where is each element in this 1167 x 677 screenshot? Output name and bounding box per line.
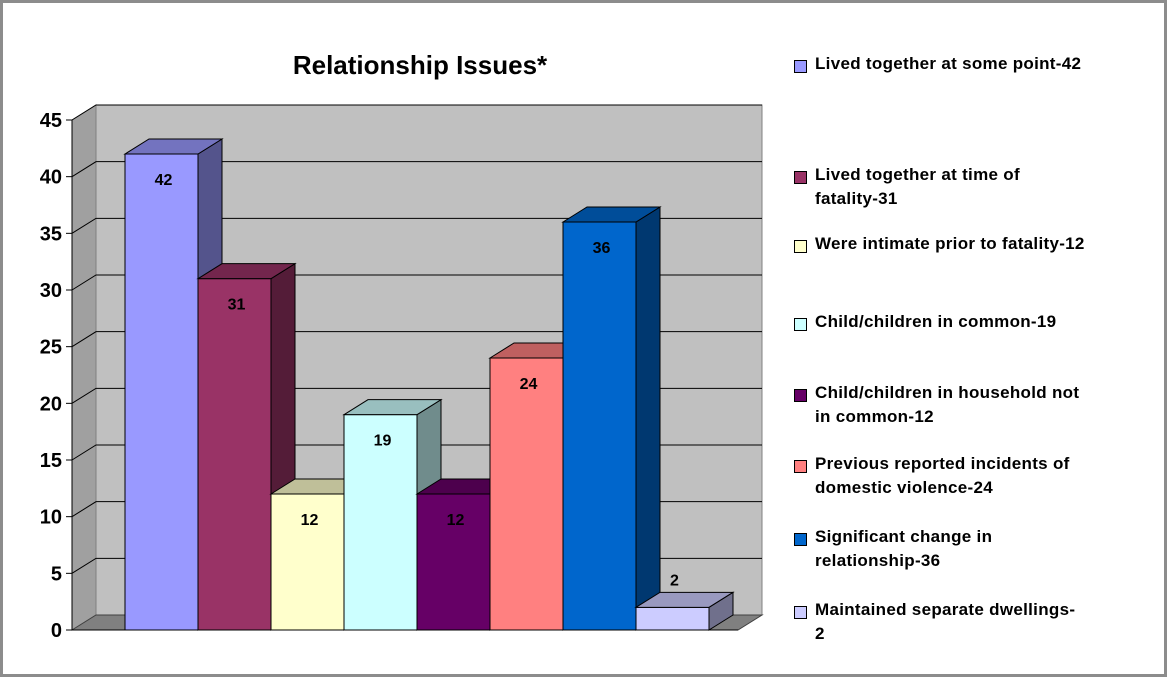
- legend-swatch-6: [794, 460, 807, 473]
- gridline: [71, 331, 762, 348]
- bar-top-4: [342, 399, 443, 416]
- bar-top-7: [561, 206, 662, 223]
- data-label-2: 31: [228, 297, 246, 314]
- y-tick-label: 45: [40, 110, 62, 132]
- bar-top-8: [634, 591, 735, 608]
- gridline: [71, 104, 762, 121]
- chart-title: Relationship Issues*: [292, 50, 548, 80]
- gridline: [71, 161, 762, 178]
- bar-top-1: [123, 138, 224, 155]
- y-tick-label: 40: [40, 167, 62, 189]
- y-tick-label: 20: [40, 393, 62, 415]
- legend-label-7b: relationship-36: [815, 551, 941, 570]
- data-label-6: 24: [520, 376, 538, 393]
- legend-item-6: Previous reported incidents of domestic v…: [794, 454, 1164, 500]
- bar-1: [124, 153, 199, 631]
- y-tick-label: 5: [51, 563, 62, 585]
- legend-swatch-5: [794, 389, 807, 402]
- bar-2: [197, 278, 272, 631]
- legend-swatch-7: [794, 533, 807, 546]
- legend-label-5a: Child/children in household not: [815, 383, 1080, 402]
- gridline: [71, 274, 762, 291]
- bar-side-7: [635, 206, 661, 631]
- legend-item-7: Significant change in relationship-36: [794, 527, 1164, 573]
- legend-item-1: Lived together at some point-42: [794, 54, 1164, 76]
- data-label-8: 2: [670, 572, 679, 589]
- data-label-5: 12: [447, 512, 465, 529]
- data-label-4: 19: [374, 433, 392, 450]
- legend-label-7a: Significant change in: [815, 527, 993, 546]
- legend-label-5b: in common-12: [815, 407, 934, 426]
- legend-swatch-1: [794, 60, 807, 73]
- bar-6: [489, 357, 564, 631]
- y-tick-label: 10: [40, 507, 62, 529]
- legend-label-8a: Maintained separate dwellings-: [815, 600, 1076, 619]
- bar-5: [416, 493, 491, 631]
- side-wall: [71, 104, 97, 631]
- legend-label-6b: domestic violence-24: [815, 478, 993, 497]
- legend-label-2b: fatality-31: [815, 189, 898, 208]
- y-tick-label: 35: [40, 223, 62, 245]
- legend-item-2: Lived together at time of fatality-31: [794, 165, 1164, 211]
- legend-swatch-3: [794, 240, 807, 253]
- bar-4: [343, 414, 418, 631]
- y-tick-label: 15: [40, 450, 62, 472]
- bar-7: [562, 221, 637, 631]
- legend-swatch-4: [794, 318, 807, 331]
- legend-label-1: Lived together at some point-42: [815, 54, 1082, 73]
- bar-8: [635, 606, 710, 631]
- data-label-3: 12: [301, 512, 319, 529]
- legend-swatch-8: [794, 606, 807, 619]
- legend-item-8: Maintained separate dwellings- 2: [794, 600, 1164, 646]
- y-tick-label: 25: [40, 337, 62, 359]
- legend-label-6a: Previous reported incidents of: [815, 454, 1070, 473]
- legend-swatch-2: [794, 171, 807, 184]
- legend-label-3: Were intimate prior to fatality-12: [815, 234, 1085, 253]
- legend-label-4: Child/children in common-19: [815, 312, 1057, 331]
- legend-item-3: Were intimate prior to fatality-12: [794, 234, 1164, 256]
- legend-label-2a: Lived together at time of: [815, 165, 1020, 184]
- data-label-1: 42: [155, 172, 173, 189]
- gridline: [71, 217, 762, 234]
- data-label-7: 36: [593, 240, 611, 257]
- legend-label-8b: 2: [815, 624, 825, 643]
- legend-item-5: Child/children in household not in common…: [794, 383, 1164, 429]
- bar-top-2: [196, 263, 297, 280]
- bar-3: [270, 493, 345, 631]
- y-tick-label: 0: [51, 620, 62, 642]
- y-tick-label: 30: [40, 280, 62, 302]
- legend-item-4: Child/children in common-19: [794, 312, 1164, 334]
